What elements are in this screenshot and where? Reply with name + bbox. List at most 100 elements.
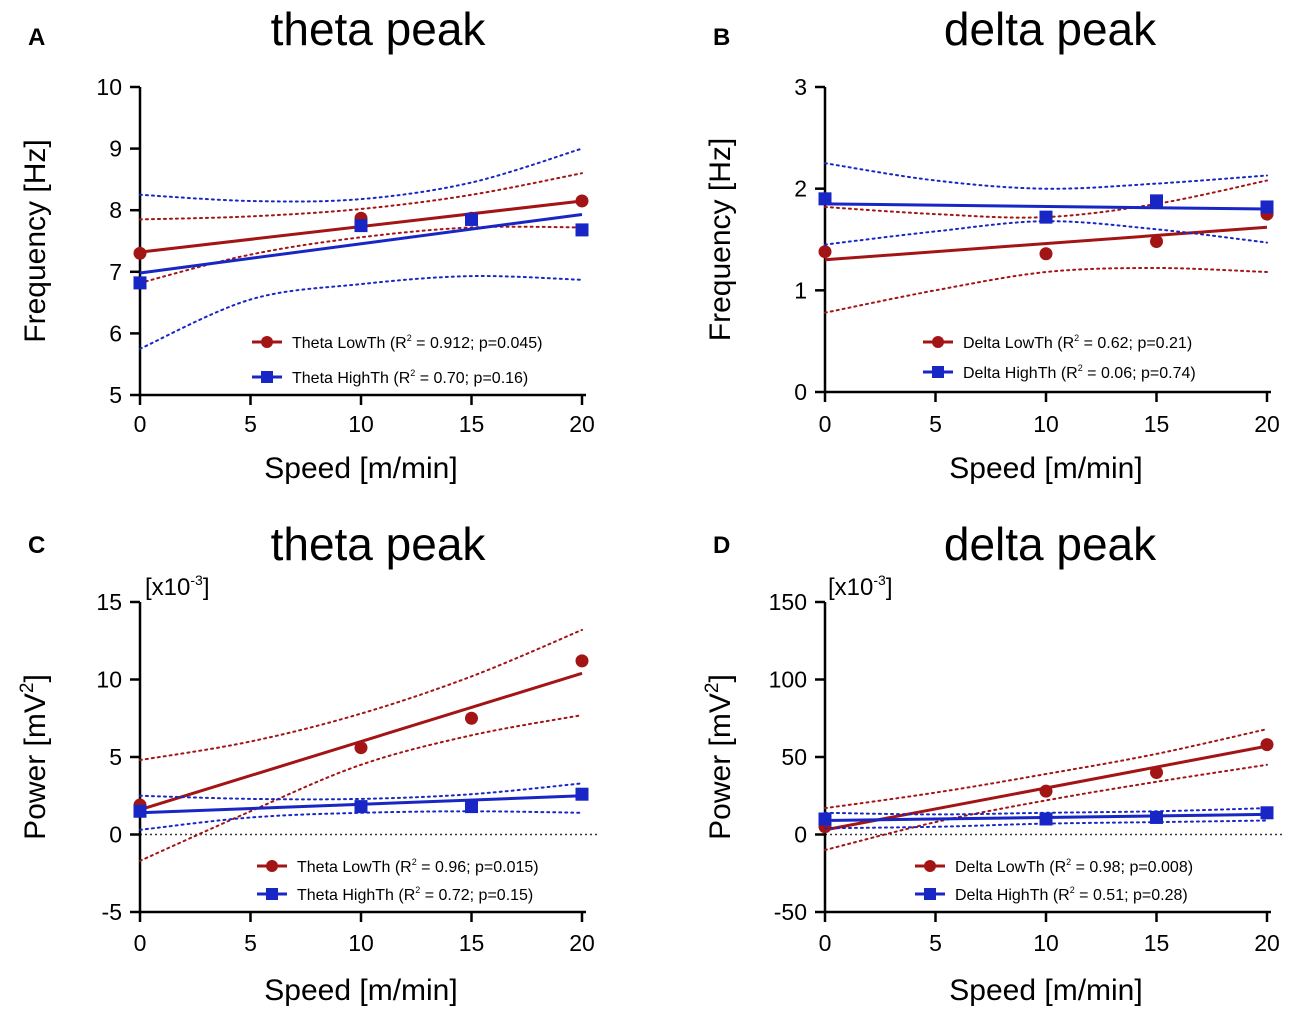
ci-upper-line — [139, 147, 583, 203]
y-tick-label: 5 — [109, 382, 122, 408]
panel-title: delta peak — [944, 518, 1157, 570]
regression-line — [824, 225, 1268, 262]
data-point — [133, 276, 147, 290]
panel-letter: A — [28, 24, 45, 51]
y-tick-label: 1 — [794, 277, 807, 303]
x-tick-label: 15 — [459, 930, 485, 956]
series-blue — [133, 147, 589, 350]
x-tick-label: 5 — [244, 930, 257, 956]
series-red — [133, 628, 589, 862]
ci-upper-line — [139, 172, 583, 221]
x-tick-label: 20 — [569, 411, 595, 437]
data-point — [1039, 247, 1053, 261]
y-tick-label: -5 — [102, 899, 122, 925]
data-point — [354, 800, 368, 814]
series-red — [818, 728, 1274, 851]
regression-line — [824, 202, 1268, 211]
x-axis-label: Speed [m/min] — [264, 452, 457, 485]
legend-marker — [261, 336, 273, 348]
x-tick-label: 10 — [1033, 930, 1059, 956]
data-point — [1260, 738, 1274, 752]
legend-marker — [932, 366, 944, 378]
legend-label: Theta HighTh (R2 = 0.72; p=0.15) — [297, 885, 533, 904]
legend-entry: Theta LowTh (R2 = 0.96; p=0.015) — [257, 857, 539, 876]
x-axis-label: Speed [m/min] — [264, 974, 457, 1007]
x-tick-label: 5 — [929, 930, 942, 956]
y-tick-label: 0 — [794, 379, 807, 405]
x-tick-label: 10 — [348, 411, 374, 437]
ci-lower-line — [139, 275, 583, 350]
panel-title: theta peak — [271, 518, 487, 570]
ci-lower-line — [139, 810, 583, 831]
x-tick-label: 0 — [819, 411, 832, 437]
ci-upper-line — [139, 782, 583, 801]
y-tick-label: -50 — [774, 899, 807, 925]
ci-upper-line — [824, 162, 1268, 190]
y-tick-label: 8 — [109, 197, 122, 223]
legend-label: Delta HighTh (R2 = 0.06; p=0.74) — [963, 363, 1196, 382]
panel-title: theta peak — [271, 3, 487, 55]
data-point — [354, 219, 368, 233]
x-tick-label: 15 — [459, 411, 485, 437]
data-point — [465, 212, 478, 226]
data-point — [133, 804, 147, 818]
legend-marker — [924, 888, 936, 900]
data-point — [1150, 235, 1163, 249]
x-tick-label: 0 — [134, 411, 147, 437]
x-tick-label: 20 — [1254, 930, 1280, 956]
y-tick-label: 15 — [96, 589, 122, 615]
x-tick-label: 20 — [1254, 411, 1280, 437]
legend-label: Theta LowTh (R2 = 0.912; p=0.045) — [292, 333, 543, 352]
legend-label: Theta LowTh (R2 = 0.96; p=0.015) — [297, 857, 539, 876]
ci-lower-line — [139, 225, 583, 284]
y-axis-label: Power [mV2] — [702, 674, 737, 840]
x-tick-label: 10 — [348, 930, 374, 956]
data-point — [575, 787, 589, 801]
x-tick-label: 5 — [244, 411, 257, 437]
ci-lower-line — [824, 763, 1268, 851]
x-tick-label: 10 — [1033, 411, 1059, 437]
legend-entry: Delta HighTh (R2 = 0.06; p=0.74) — [923, 363, 1196, 382]
legend-marker — [266, 888, 278, 900]
data-point — [818, 192, 832, 206]
legend-label: Delta HighTh (R2 = 0.51; p=0.28) — [955, 885, 1188, 904]
y-tick-label: 0 — [794, 822, 807, 848]
ci-upper-line — [139, 628, 583, 762]
x-tick-label: 0 — [134, 930, 147, 956]
panel-letter: D — [713, 532, 730, 559]
legend-entry: Delta LowTh (R2 = 0.62; p=0.21) — [923, 333, 1192, 352]
axis-multiplier: [x10-3] — [828, 572, 893, 601]
legend-marker — [924, 860, 936, 872]
x-tick-label: 0 — [819, 930, 832, 956]
y-axis-label: Frequency [Hz] — [704, 138, 737, 341]
legend-entry: Delta HighTh (R2 = 0.51; p=0.28) — [915, 885, 1188, 904]
ci-lower-line — [139, 714, 583, 862]
data-point — [1150, 810, 1163, 824]
legend-label: Delta LowTh (R2 = 0.62; p=0.21) — [963, 333, 1192, 352]
data-point — [575, 654, 589, 668]
data-point — [818, 812, 832, 826]
data-point — [1260, 200, 1274, 214]
legend-marker — [932, 336, 944, 348]
legend-entry: Theta HighTh (R2 = 0.72; p=0.15) — [257, 885, 533, 904]
regression-line — [139, 213, 583, 275]
y-tick-label: 9 — [109, 136, 122, 162]
ci-lower-line — [824, 266, 1268, 314]
y-tick-label: 5 — [109, 744, 122, 770]
y-tick-label: 7 — [109, 259, 122, 285]
data-point — [354, 741, 368, 755]
legend-entry: Theta HighTh (R2 = 0.70; p=0.16) — [252, 368, 528, 387]
legend-marker — [266, 860, 278, 872]
data-point — [1150, 194, 1163, 208]
legend-label: Delta LowTh (R2 = 0.98; p=0.008) — [955, 857, 1193, 876]
y-axis-label: Frequency [Hz] — [19, 139, 52, 342]
axis-multiplier: [x10-3] — [145, 572, 210, 601]
y-axis-label: Power [mV2] — [17, 674, 52, 840]
series-blue — [818, 806, 1274, 830]
x-tick-label: 15 — [1144, 930, 1170, 956]
data-point — [465, 800, 478, 814]
